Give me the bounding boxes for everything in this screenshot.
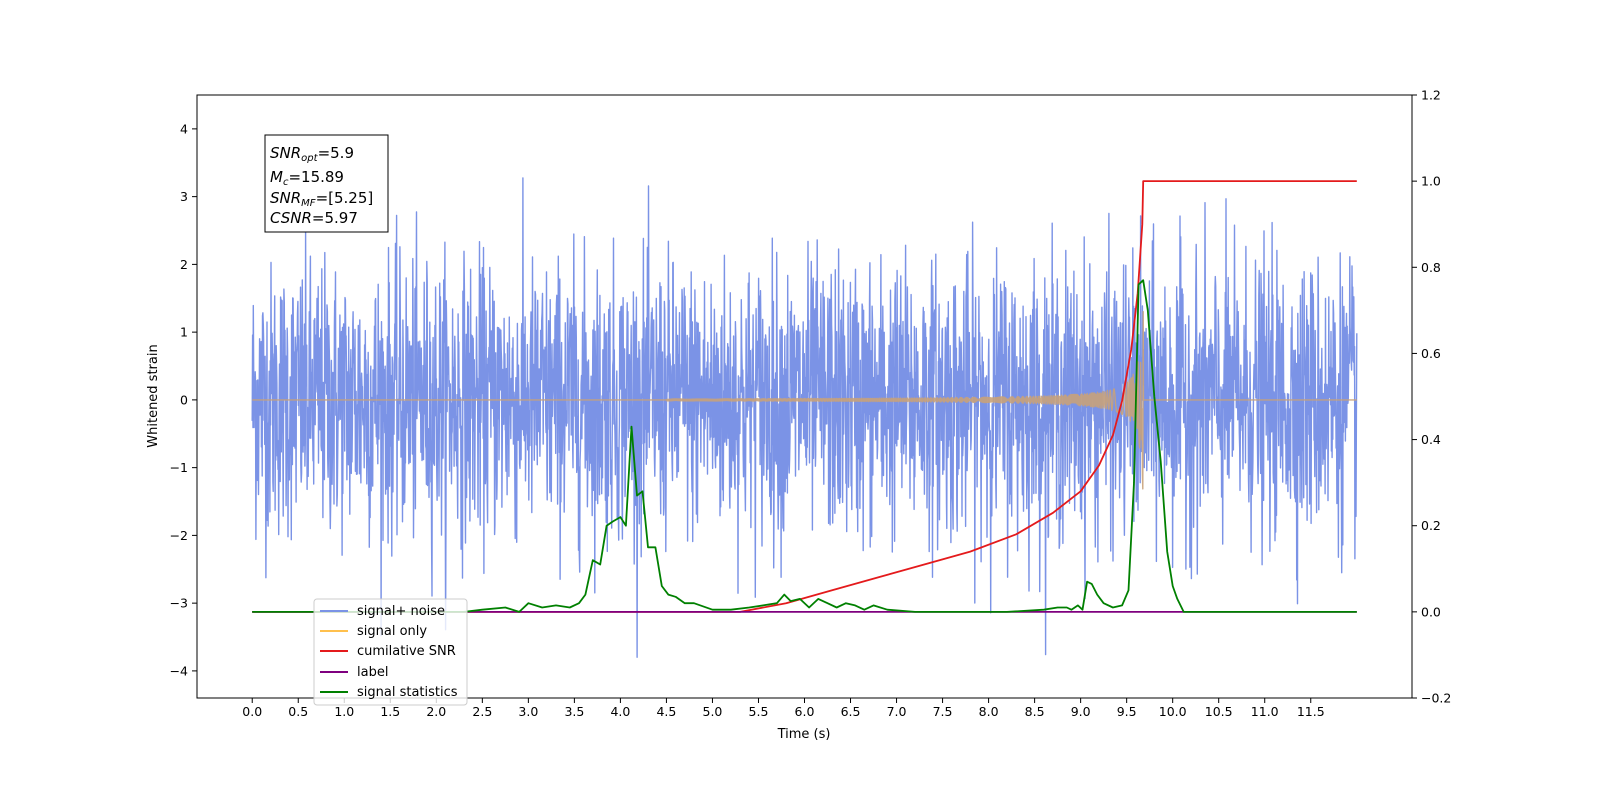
x-tick-label: 3.0 (518, 704, 538, 719)
y-right-tick-label: 1.0 (1421, 174, 1441, 189)
y-left-tick-label: −3 (170, 596, 188, 611)
y-left-tick-label: 2 (180, 257, 188, 272)
y-axis-right: −0.2 0.0 0.2 0.4 0.6 0.8 1.0 1.2 (1412, 88, 1451, 706)
x-tick-label: 5.0 (703, 704, 723, 719)
x-tick-label: 9.5 (1117, 704, 1137, 719)
x-tick-label: 4.0 (610, 704, 630, 719)
x-tick-label: 8.0 (979, 704, 999, 719)
series-line-signal-only (251, 311, 1358, 490)
x-tick-label: 1.5 (380, 704, 400, 719)
x-tick-label: 5.5 (749, 704, 769, 719)
annotation-mc: Mc=15.89 (270, 168, 344, 188)
x-tick-label: 3.5 (564, 704, 584, 719)
legend-label-signal-statistics: signal statistics (357, 685, 458, 700)
x-tick-label: 11.0 (1251, 704, 1279, 719)
y-left-tick-label: −1 (170, 460, 188, 475)
y-left-tick-label: 4 (180, 121, 188, 136)
legend-label-label: label (357, 665, 388, 680)
annotation-box (264, 134, 389, 233)
annotation-csnr: CSNR=5.97 (270, 209, 358, 227)
y-right-tick-label: 1.2 (1421, 88, 1441, 103)
x-tick-label: 10.0 (1159, 704, 1187, 719)
y-right-tick-label: 0.0 (1421, 604, 1441, 619)
x-tick-label: 7.0 (887, 704, 907, 719)
y-right-tick-label: 0.2 (1421, 518, 1441, 533)
x-axis: 0.0 0.5 1.0 1.5 2.0 2.5 3.0 3.5 4.0 4.5 5.0 5.5 6.0 6… (242, 698, 1325, 719)
y-right-tick-label: 0.6 (1421, 346, 1441, 361)
x-tick-label: 8.5 (1025, 704, 1045, 719)
x-tick-label: 2.5 (472, 704, 492, 719)
series-line-cumilative-snr (252, 180, 1357, 613)
x-axis-label: Time (s) (777, 727, 831, 742)
x-tick-label: 7.5 (933, 704, 953, 719)
series-line-signal-noise (251, 177, 1358, 658)
y-left-tick-label: 1 (180, 325, 188, 340)
annotation-snr-opt: SNRopt=5.9 (270, 144, 354, 164)
legend: signal+ noise signal only cumilative SNR… (313, 598, 468, 706)
y-left-tick-label: −2 (170, 528, 188, 543)
x-tick-label: 1.0 (334, 704, 354, 719)
legend-label-signal-noise: signal+ noise (357, 604, 445, 619)
y-left-tick-label: 3 (180, 189, 188, 204)
y-axis-left: −4 −3 −2 −1 0 1 2 3 4 (170, 121, 197, 678)
x-tick-label: 9.0 (1071, 704, 1091, 719)
x-tick-label: 11.5 (1297, 704, 1325, 719)
y-left-tick-label: −4 (170, 663, 188, 678)
legend-box (313, 598, 468, 706)
stats-annotation: SNRopt=5.9 Mc=15.89 SNRMF=[5.25] CSNR=5.… (264, 134, 389, 233)
x-tick-label: 10.5 (1205, 704, 1233, 719)
series-line-signal-statistics (252, 279, 1357, 613)
y-left-tick-label: 0 (180, 392, 188, 407)
y-right-tick-label: 0.8 (1421, 260, 1441, 275)
x-tick-label: 6.5 (841, 704, 861, 719)
x-tick-label: 0.5 (288, 704, 308, 719)
x-tick-label: 2.0 (426, 704, 446, 719)
legend-label-cumulative-snr: cumilative SNR (357, 644, 456, 659)
y-right-tick-label: 0.4 (1421, 432, 1441, 447)
x-tick-label: 6.0 (795, 704, 815, 719)
y-axis-label: Whitened strain (146, 344, 161, 447)
x-tick-label: 4.5 (656, 704, 676, 719)
x-tick-label: 0.0 (242, 704, 262, 719)
y-right-tick-label: −0.2 (1421, 691, 1451, 706)
annotation-snr-mf: SNRMF=[5.25] (270, 189, 373, 209)
legend-label-signal-only: signal only (357, 624, 427, 639)
